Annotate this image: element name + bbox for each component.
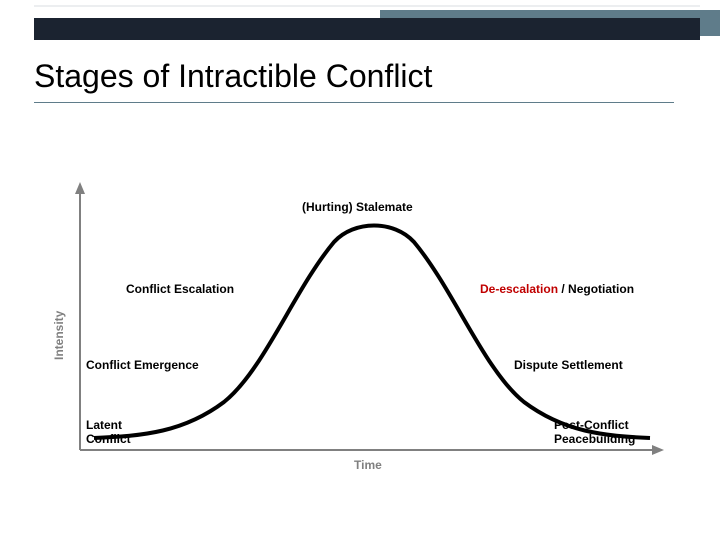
stage-label-text: Latent Conflict <box>86 418 131 446</box>
conflict-curve <box>94 226 650 439</box>
stage-latent-conflict: Latent Conflict <box>86 418 131 447</box>
y-axis-label: Intensity <box>52 311 66 360</box>
title-underline <box>34 102 674 103</box>
stage-label-text: Dispute Settlement <box>514 358 623 372</box>
header-dark-bar <box>34 18 700 40</box>
slide-title: Stages of Intractible Conflict <box>34 58 432 95</box>
x-axis-label: Time <box>354 458 382 472</box>
stage-label-part: / Negotiation <box>558 282 634 296</box>
stage-label-text: Post-Conflict Peacebuilding <box>554 418 635 446</box>
stage-label-part-red: De-escalation <box>480 282 558 296</box>
stage-conflict-escalation: Conflict Escalation <box>126 282 234 296</box>
x-axis-arrow <box>652 445 664 455</box>
stage-label-text: Conflict Emergence <box>86 358 199 372</box>
stage-label-text: Conflict Escalation <box>126 282 234 296</box>
y-axis-arrow <box>75 182 85 194</box>
stage-label-text: (Hurting) Stalemate <box>302 200 413 214</box>
stage-conflict-emergence: Conflict Emergence <box>86 358 199 372</box>
stage-dispute-settlement: Dispute Settlement <box>514 358 623 372</box>
stage-de-escalation: De-escalation / Negotiation <box>480 282 634 296</box>
conflict-stages-chart: Intensity Time Latent Conflict Conflict … <box>34 170 674 480</box>
stage-post-conflict: Post-Conflict Peacebuilding <box>554 418 635 447</box>
header-decoration <box>0 0 720 44</box>
stage-stalemate: (Hurting) Stalemate <box>302 200 413 214</box>
